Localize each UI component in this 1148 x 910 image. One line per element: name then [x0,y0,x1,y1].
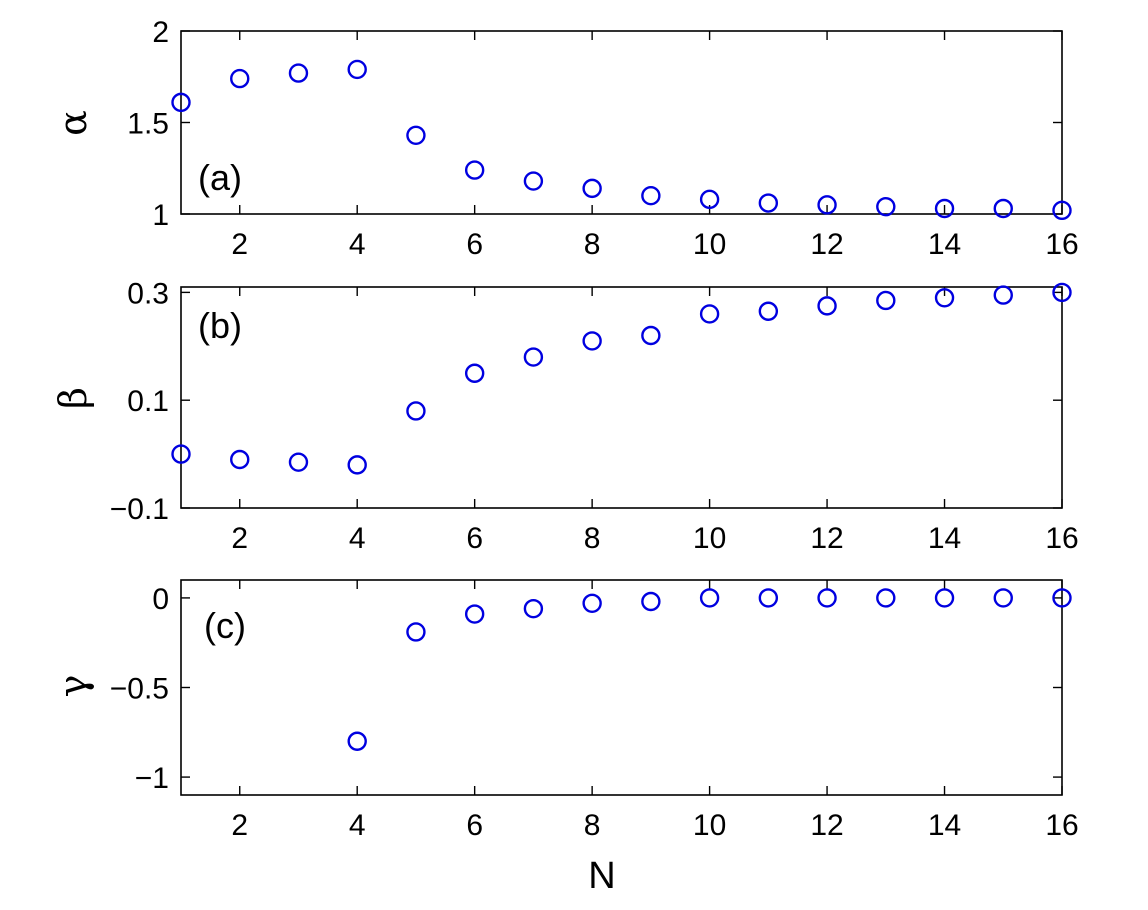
y-tick-label: 2 [152,16,169,49]
data-point [817,195,837,215]
panel-b-tag: (b) [198,305,242,346]
data-point [464,160,485,180]
panel-b-ylabel: β [51,387,95,409]
data-point [817,296,837,316]
panel-a-tag: (a) [198,157,242,198]
data-point [171,444,191,464]
data-point [523,171,544,191]
data-point [582,178,602,199]
data-point [347,455,367,475]
data-point [699,304,720,324]
data-point [406,622,426,642]
data-point [993,588,1013,608]
x-tick-label: 4 [349,228,366,261]
x-tick-label: 14 [928,522,961,555]
y-tick-label: −0.1 [110,493,169,526]
panel-a-alpha: (a) α 2 4 6 8 10 12 14 16 1 1.5 2 [51,16,1079,261]
data-point [582,593,602,613]
x-tick-label: 10 [693,809,726,842]
x-tick-label: 6 [466,809,483,842]
x-tick-label: 4 [349,522,366,555]
data-point [993,198,1013,219]
data-point [347,731,367,751]
y-tick-label: 1.5 [127,108,169,141]
x-tick-label: 6 [466,228,483,261]
y-tick-label: 0 [152,583,169,616]
data-point [582,331,602,351]
y-tick-label: 0.3 [127,277,169,310]
data-point [406,401,426,421]
panel-a-ylabel: α [51,110,95,136]
y-tick-label: 0.1 [127,385,169,418]
data-point [230,68,250,89]
data-point [230,449,250,470]
x-tick-label: 2 [231,522,248,555]
panel-c-frame [180,579,1063,796]
data-point [876,588,896,608]
data-point [758,301,779,321]
x-tick-label: 16 [1045,228,1078,261]
y-tick-label: −0.5 [110,673,169,706]
data-point [171,92,191,113]
panel-a-frame [180,30,1063,215]
panel-b-frame [180,286,1063,509]
x-axis-label: N [588,855,615,897]
x-tick-label: 8 [584,522,601,555]
x-tick-label: 10 [693,228,726,261]
data-point [699,588,720,608]
data-point [641,591,661,612]
data-point [523,347,544,367]
panel-b-beta: (b) β 2 4 6 8 10 12 14 16 −0.1 0.1 0.3 [51,277,1079,555]
data-point [347,59,367,80]
x-tick-label: 14 [928,228,961,261]
data-point [1052,200,1072,221]
data-point [758,193,779,213]
data-point [1052,282,1072,303]
data-point [934,288,955,308]
x-tick-label: 16 [1045,809,1078,842]
data-point [288,63,309,83]
panel-c-gamma: (c) γ N 2 4 6 8 10 12 14 16 −1 −0.5 0 [51,579,1079,897]
y-tick-label: −1 [135,762,169,795]
x-tick-label: 12 [810,809,843,842]
x-tick-label: 14 [928,809,961,842]
data-point [699,189,720,210]
data-point [464,363,485,383]
data-point [993,285,1013,305]
x-tick-label: 4 [349,809,366,842]
data-point [641,185,661,206]
y-tick-label: 1 [152,199,169,232]
data-point [288,452,309,472]
data-point [934,198,955,219]
data-point [876,290,896,311]
x-tick-label: 12 [810,228,843,261]
data-point [817,588,837,608]
data-point [934,588,955,608]
panel-c-tag: (c) [204,605,246,646]
x-tick-label: 8 [584,228,601,261]
x-tick-label: 16 [1045,522,1078,555]
data-point [641,325,661,346]
x-tick-label: 2 [231,228,248,261]
x-tick-label: 2 [231,809,248,842]
panel-c-ylabel: γ [51,675,95,698]
x-tick-label: 10 [693,522,726,555]
data-point [1052,588,1072,608]
data-point [758,588,779,608]
data-point [523,598,544,619]
x-tick-label: 8 [584,809,601,842]
x-tick-label: 6 [466,522,483,555]
x-tick-label: 12 [810,522,843,555]
data-point [464,604,485,624]
data-point [406,125,426,146]
data-point [876,196,896,217]
